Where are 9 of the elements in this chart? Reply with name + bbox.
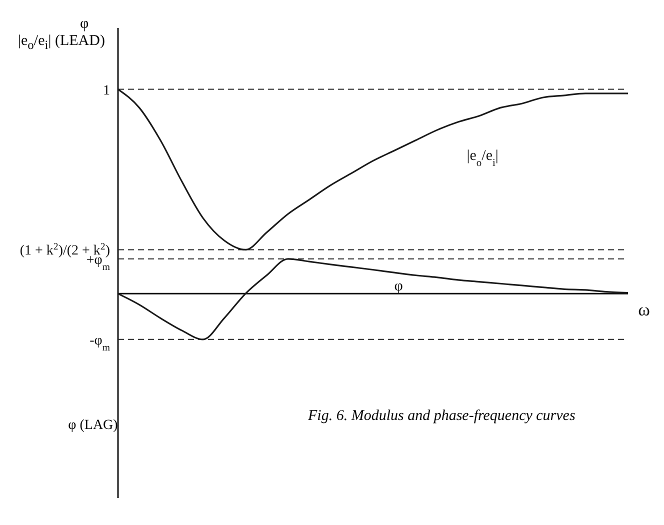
caption: Fig. 6. Modulus and phase-frequency curves	[308, 408, 576, 425]
ref-line-label: -φ$_{m}$	[90, 333, 110, 353]
y-axis-title: |e$_{o}$/e$_{i}$| (LEAD)	[18, 33, 106, 53]
series-label: φ	[394, 278, 404, 295]
ref-line-label: 1	[103, 83, 110, 98]
series-label: |e$_{o}$/e$_{i}$|	[466, 148, 498, 169]
text: φ (LAG)	[68, 418, 118, 434]
x-axis-title: ω	[638, 300, 650, 320]
text: φ	[80, 16, 90, 33]
